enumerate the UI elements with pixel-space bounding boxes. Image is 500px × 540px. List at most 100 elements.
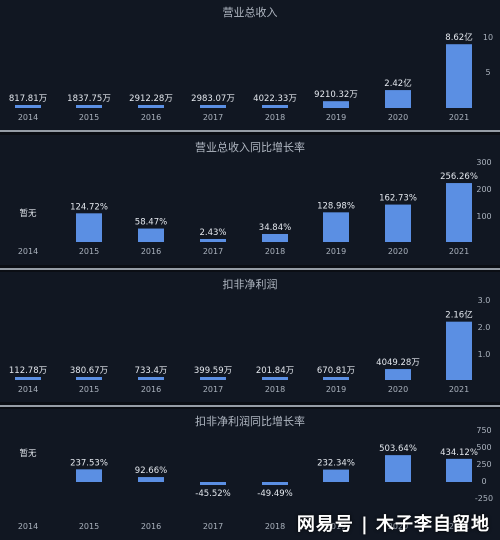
- bar: [262, 105, 288, 108]
- y-tick-label: 3.0: [478, 296, 491, 305]
- x-tick-label: 2015: [79, 385, 99, 394]
- x-tick-label: 2019: [326, 385, 346, 394]
- data-label: 58.47%: [135, 218, 167, 228]
- bar: [76, 105, 102, 108]
- x-tick-label: 2021: [449, 113, 469, 122]
- y-tick-label: 100: [476, 212, 491, 221]
- data-label: 237.53%: [70, 458, 108, 468]
- x-tick-label: 2016: [141, 247, 161, 256]
- data-label: 162.73%: [379, 194, 417, 204]
- x-tick-label: 2015: [79, 247, 99, 256]
- y-tick-label: -250: [475, 494, 493, 503]
- x-tick-label: 2015: [79, 522, 99, 531]
- bar: [385, 90, 411, 108]
- data-label: 201.84万: [256, 366, 294, 376]
- data-label: 暂无: [19, 448, 37, 459]
- x-tick-label: 2019: [326, 247, 346, 256]
- x-tick-label: 2021: [449, 385, 469, 394]
- chart-title: 扣非净利润: [222, 278, 278, 291]
- chart-title: 营业总收入同比增长率: [195, 141, 305, 154]
- bar: [385, 369, 411, 380]
- y-tick-label: 250: [476, 460, 491, 469]
- chart-title: 营业总收入: [222, 6, 278, 19]
- chart-title: 扣非净利润同比增长率: [195, 415, 305, 428]
- data-label: 4049.28万: [376, 358, 420, 368]
- data-label: 1837.75万: [67, 94, 111, 104]
- chart-svg: 750 500 250 0 -250 2014 暂无 2015 237.53% 2016 92.66…: [18, 426, 493, 531]
- x-tick-label: 2020: [388, 113, 408, 122]
- x-tick-label: 2021: [449, 247, 469, 256]
- x-tick-label: 2018: [265, 385, 285, 394]
- data-label: 9210.32万: [314, 90, 358, 100]
- data-label: 112.78万: [9, 366, 47, 376]
- data-label: 232.34%: [317, 459, 355, 469]
- bar: [262, 482, 288, 485]
- data-label: 8.62亿: [445, 32, 472, 43]
- data-label: 2983.07万: [191, 94, 235, 104]
- data-label: 4022.33万: [253, 94, 297, 104]
- x-tick-label: 2017: [203, 385, 223, 394]
- data-label: 2.43%: [199, 228, 226, 238]
- y-tick-label: 10: [483, 33, 493, 42]
- bar: [323, 101, 349, 108]
- x-tick-label: 2014: [18, 385, 38, 394]
- bar: [446, 44, 472, 108]
- divider: [0, 268, 500, 270]
- data-label: -45.52%: [195, 489, 230, 499]
- x-tick-label: 2016: [141, 113, 161, 122]
- y-tick-label: 500: [476, 443, 491, 452]
- data-label: 2.42亿: [384, 78, 411, 89]
- x-tick-label: 2017: [203, 522, 223, 531]
- bar: [138, 105, 164, 108]
- bar: [138, 477, 164, 482]
- data-label: 暂无: [19, 208, 37, 219]
- bar: [15, 105, 41, 108]
- y-tick-label: 5: [485, 68, 490, 77]
- bar: [323, 212, 349, 242]
- data-label: 399.59万: [194, 366, 232, 376]
- y-tick-label: 200: [476, 185, 491, 194]
- data-label: 2.16亿: [445, 310, 472, 321]
- y-tick-label: 2.0: [478, 323, 491, 332]
- bar: [446, 458, 472, 482]
- x-tick-label: 2015: [79, 113, 99, 122]
- x-tick-label: 2018: [265, 247, 285, 256]
- data-label: 2912.28万: [129, 94, 173, 104]
- bar: [262, 233, 288, 242]
- bar: [138, 377, 164, 380]
- chart-panel-revenue: 营业总收入 10 5 2014 817.81万 2015 1837.75万 2016 2912…: [0, 0, 500, 130]
- x-tick-label: 2020: [388, 522, 408, 531]
- bar: [76, 469, 102, 482]
- bar: [385, 455, 411, 482]
- y-tick-label: 300: [476, 158, 491, 167]
- divider: [0, 405, 500, 407]
- chart-panel-revenue-growth: 营业总收入同比增长率 300 200 100 2014 暂无 2015 124.72% 201…: [0, 135, 500, 265]
- bar: [200, 239, 226, 242]
- x-tick-label: 2018: [265, 113, 285, 122]
- watermark: 网易号 | 木子李自留地: [296, 514, 490, 535]
- divider: [0, 130, 500, 132]
- chart-panel-net-profit-growth: 扣非净利润同比增长率 750 500 250 0 -250 2014 暂无 2015 237.5…: [0, 409, 500, 540]
- x-tick-label: 2014: [18, 113, 38, 122]
- x-tick-label: 2020: [388, 385, 408, 394]
- bar: [446, 183, 472, 242]
- bar: [76, 377, 102, 380]
- bar: [76, 213, 102, 242]
- x-tick-label: 2019: [326, 522, 346, 531]
- x-tick-label: 2020: [388, 247, 408, 256]
- y-tick-label: 750: [476, 426, 491, 435]
- data-label: -49.49%: [257, 489, 292, 499]
- x-tick-label: 2017: [203, 247, 223, 256]
- y-tick-label: 0: [481, 477, 486, 486]
- bar: [200, 377, 226, 380]
- x-tick-label: 2014: [18, 522, 38, 531]
- data-label: 128.98%: [317, 201, 355, 211]
- bar: [200, 482, 226, 485]
- y-tick-label: 1.0: [478, 350, 491, 359]
- chart-svg: 10 5 2014 817.81万 2015 1837.75万 2016 2912.28万 20…: [9, 32, 493, 122]
- x-tick-label: 2021: [449, 522, 469, 531]
- data-label: 256.26%: [440, 172, 478, 182]
- x-tick-label: 2017: [203, 113, 223, 122]
- data-label: 380.67万: [70, 366, 108, 376]
- bar: [323, 469, 349, 482]
